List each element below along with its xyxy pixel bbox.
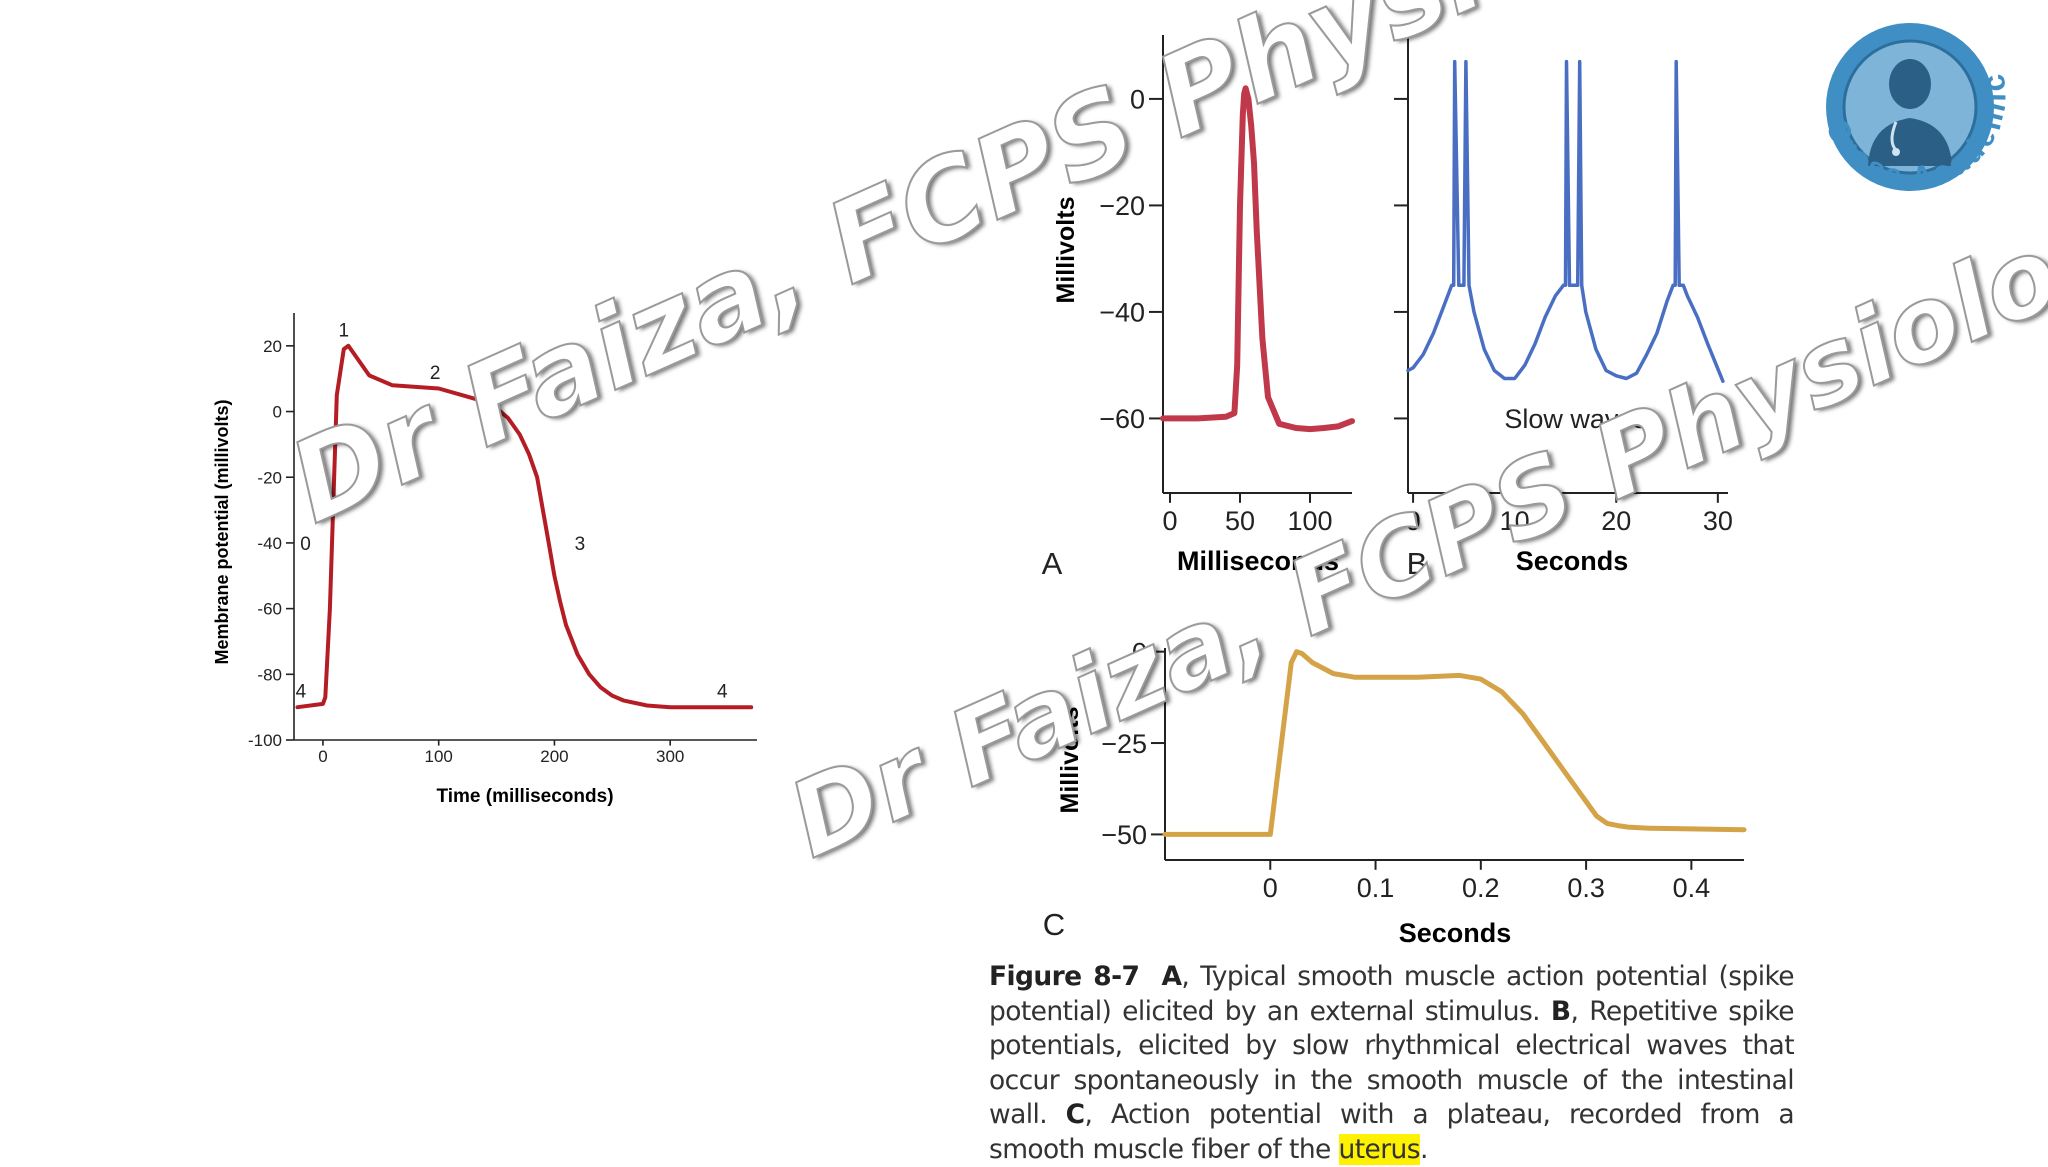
panel-label-c: C [1043,907,1065,942]
caption-end: . [1419,1133,1428,1165]
y-tick-label: −50 [1101,820,1147,850]
x-tick-label: 0.4 [1673,873,1711,903]
y-tick-label: −40 [1099,298,1145,328]
y-axis-label: Millivolts [1056,707,1084,814]
x-tick-label: 50 [1225,506,1255,536]
y-tick-label: −25 [1101,729,1147,759]
figure-number: Figure 8-7 [989,961,1140,992]
x-tick-label: 0 [1406,506,1421,536]
caption-a-label: A [1161,961,1183,992]
y-tick-label: -80 [257,665,282,684]
panel-a-spike-chart: Milliseconds Millivolts 0 50 100 0 −20 −40 −60 [1052,35,1355,576]
figure-caption: Figure 8-7 A, Typical smooth muscle acti… [989,960,1795,1167]
series-line [1160,85,1355,433]
x-tick-label: 0.2 [1462,873,1500,903]
y-tick-label: 20 [263,337,282,356]
y-tick-label: 0 [1132,637,1147,667]
series-line [1406,59,1725,383]
x-tick-label: 10 [1500,506,1530,536]
panel-c-plateau-chart: Seconds Millivolts 0 0.1 0.2 0.3 0.4 0 −25 −50 [1056,637,1747,948]
annotation-label: 1 [338,320,349,341]
x-tick-label: 30 [1703,506,1733,536]
annotation-label: 3 [575,534,586,555]
x-tick-label: 100 [1287,506,1332,536]
caption-b-text: , Repetitive spike potentials, elicited … [989,995,1795,1131]
x-tick-label: 0 [1162,506,1177,536]
x-tick-label: 20 [1601,506,1631,536]
annotation-label: 0 [300,534,311,555]
y-tick-label: -100 [248,731,282,750]
cardiac-action-potential-chart: Time (milliseconds) Membrane potential (… [212,313,757,807]
x-tick-label: 200 [540,747,568,766]
y-tick-label: -20 [257,468,282,487]
y-tick-label: -60 [257,600,282,619]
y-axis-label: Membrane potential (millivolts) [212,399,232,664]
series-line [1162,649,1747,837]
x-tick-label: 100 [425,747,453,766]
x-axis-label: Milliseconds [1177,546,1339,576]
x-tick-label: 0 [1263,873,1278,903]
y-tick-label: 0 [273,403,282,422]
panel-label-a: A [1042,546,1063,581]
panel-label-b: B [1407,546,1428,581]
annotation-label: 4 [296,682,307,703]
x-tick-label: 300 [656,747,684,766]
caption-c-label: C [1065,1099,1085,1130]
x-axis-label: Seconds [1516,546,1629,576]
annotation-label: Slow waves [1504,404,1647,434]
annotation-label: 4 [717,682,728,703]
caption-a-text: , Typical smooth muscle action potential… [989,961,1795,1027]
annotation-label: 2 [430,363,441,384]
highlighted-word: uterus [1338,1133,1421,1165]
x-axis-label: Time (milliseconds) [436,786,613,807]
x-tick-label: 0.3 [1567,873,1605,903]
doctor-avatar-icon [1868,59,1952,166]
x-axis-label: Seconds [1399,918,1512,948]
y-axis-label: Millivolts [1052,197,1080,304]
panel-b-slow-wave-chart: Seconds 0 10 20 30 Slow waves [1394,35,1733,576]
caption-b-label: B [1550,995,1571,1027]
y-tick-label: −20 [1099,191,1145,221]
x-tick-label: 0.1 [1357,873,1395,903]
y-tick-label: 0 [1130,85,1145,115]
series-line [295,343,754,710]
y-tick-label: -40 [257,534,282,553]
y-tick-label: −60 [1099,404,1145,434]
x-tick-label: 0 [318,747,327,766]
